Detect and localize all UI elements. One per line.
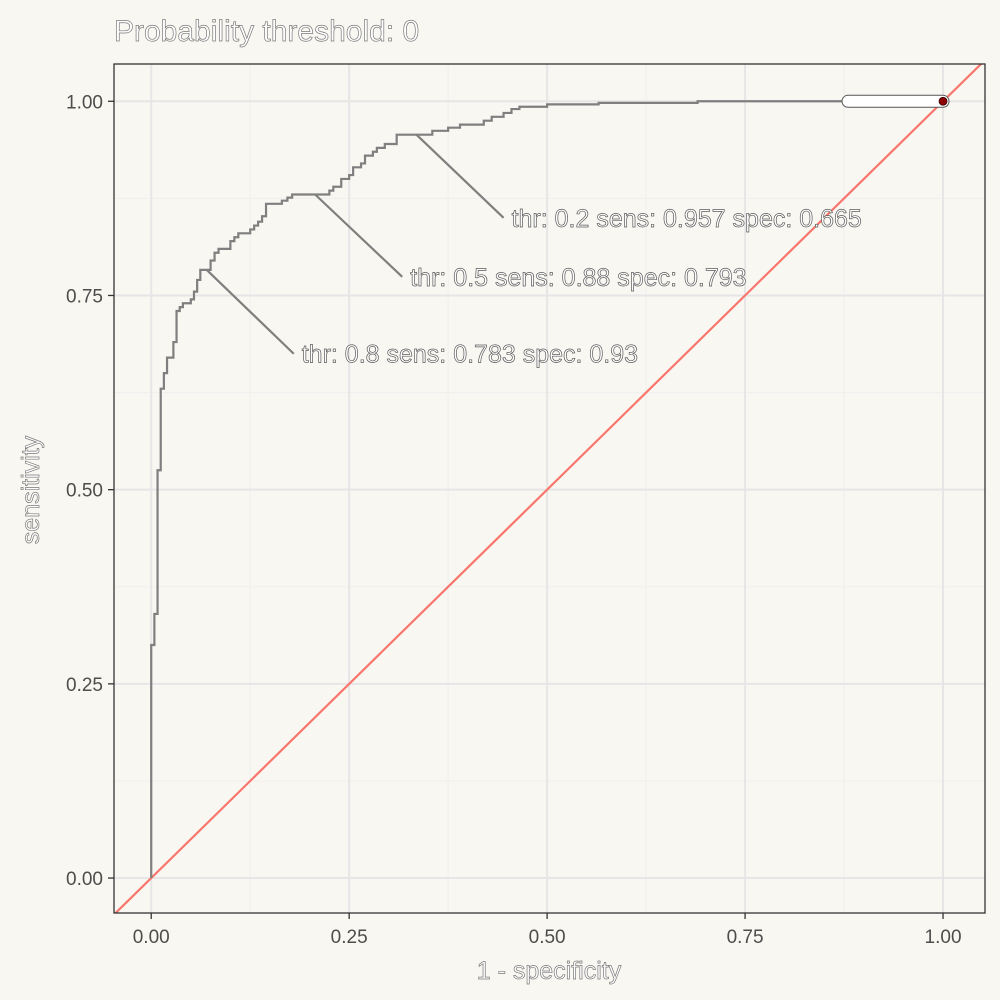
y-tick-label: 0.75 xyxy=(66,286,103,307)
annotation-label: thr: 0.2 sens: 0.957 spec: 0.665 xyxy=(512,205,862,233)
annotation-leader-line xyxy=(415,133,505,219)
plot-marks xyxy=(114,64,983,913)
panel-border xyxy=(113,63,986,914)
y-axis-title: sensitivity xyxy=(17,435,45,544)
x-axis: 0.00 0.25 0.50 0.75 1.00 xyxy=(133,913,962,948)
x-tick-label: 0.75 xyxy=(727,927,764,948)
x-tick-label: 0.00 xyxy=(133,927,170,948)
roc-curve-line xyxy=(150,100,944,879)
y-tick-label: 0.25 xyxy=(66,675,103,696)
annotation-label: thr: 0.5 sens: 0.88 spec: 0.793 xyxy=(410,264,746,292)
x-tick-label: 1.00 xyxy=(925,927,962,948)
y-tick-label: 0.00 xyxy=(66,869,103,890)
threshold-point xyxy=(938,96,948,106)
annotation-labels: thr: 0.2 sens: 0.957 spec: 0.665 thr: 0.5… xyxy=(301,204,862,369)
minor-grid xyxy=(114,64,985,913)
x-axis-title: 1 - specificity xyxy=(477,957,622,985)
annotation-leaders xyxy=(205,133,505,355)
annotation-leader-line xyxy=(205,269,295,355)
annotation-label: thr: 0.8 sens: 0.783 spec: 0.93 xyxy=(302,341,638,369)
y-tick-label: 0.50 xyxy=(66,481,103,502)
x-tick-label: 0.25 xyxy=(331,927,368,948)
y-axis: 0.00 0.25 0.50 0.75 1.00 xyxy=(66,92,114,890)
chart-title: Probability threshold: 0 xyxy=(114,15,419,48)
reference-diagonal-line xyxy=(114,64,983,913)
x-tick-label: 0.50 xyxy=(529,927,566,948)
y-tick-label: 1.00 xyxy=(66,92,103,113)
annotation-leader-line xyxy=(314,193,403,278)
